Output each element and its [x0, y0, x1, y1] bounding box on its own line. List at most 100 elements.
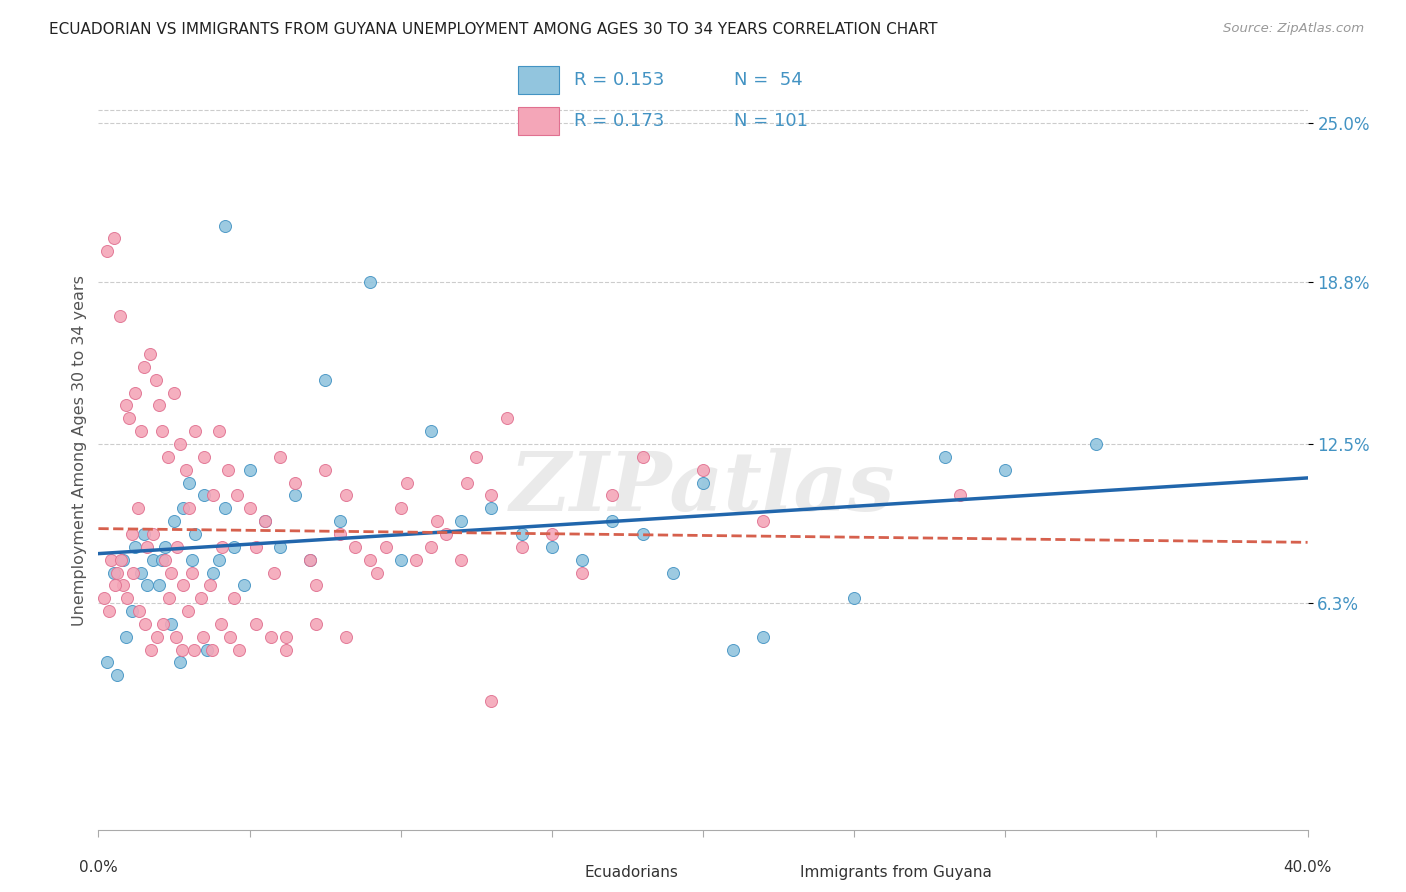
Point: [602, 514, 624, 528]
Point: [121, 527, 143, 541]
Point: [128, 604, 150, 618]
Point: [426, 514, 449, 528]
Text: Immigrants from Guyana: Immigrants from Guyana: [800, 865, 991, 880]
Point: [263, 566, 285, 580]
Point: [184, 527, 207, 541]
Text: 40.0%: 40.0%: [1284, 861, 1331, 875]
Point: [201, 642, 224, 657]
Point: [156, 450, 179, 464]
Point: [389, 552, 412, 566]
Point: [456, 475, 478, 490]
Point: [104, 578, 127, 592]
Point: [127, 501, 149, 516]
Point: [142, 552, 165, 566]
Point: [103, 566, 125, 580]
Point: [129, 424, 152, 438]
Point: [200, 578, 222, 592]
Text: 0.0%: 0.0%: [79, 861, 118, 875]
Point: [217, 463, 239, 477]
Point: [165, 630, 187, 644]
Point: [224, 540, 246, 554]
Point: [139, 347, 162, 361]
Point: [692, 463, 714, 477]
Y-axis label: Unemployment Among Ages 30 to 34 years: Unemployment Among Ages 30 to 34 years: [72, 275, 87, 626]
FancyBboxPatch shape: [517, 66, 560, 94]
Point: [335, 630, 357, 644]
Point: [208, 424, 231, 438]
Point: [124, 385, 146, 400]
Point: [260, 630, 283, 644]
Point: [994, 463, 1017, 477]
Point: [135, 578, 157, 592]
Point: [420, 424, 443, 438]
Point: [134, 616, 156, 631]
Point: [183, 642, 205, 657]
Point: [98, 604, 121, 618]
Point: [540, 540, 562, 554]
Point: [844, 591, 866, 606]
Point: [214, 219, 236, 233]
Point: [305, 578, 328, 592]
Point: [163, 385, 186, 400]
Point: [181, 552, 204, 566]
Point: [253, 514, 276, 528]
Point: [481, 694, 503, 708]
Point: [360, 552, 382, 566]
Point: [190, 591, 212, 606]
Point: [305, 616, 328, 631]
Point: [114, 630, 136, 644]
Point: [510, 540, 533, 554]
Point: [111, 578, 134, 592]
Point: [110, 552, 132, 566]
Point: [96, 244, 118, 259]
Point: [211, 540, 233, 554]
Point: [96, 656, 118, 670]
Point: [481, 488, 503, 502]
Point: [181, 566, 204, 580]
Point: [571, 552, 593, 566]
Point: [121, 604, 143, 618]
Point: [752, 630, 775, 644]
Point: [105, 566, 128, 580]
Point: [269, 540, 291, 554]
Point: [481, 501, 503, 516]
Point: [169, 437, 191, 451]
Point: [153, 540, 176, 554]
Point: [142, 527, 165, 541]
Point: [170, 642, 193, 657]
Point: [723, 642, 745, 657]
Point: [114, 399, 136, 413]
Point: [132, 359, 155, 374]
Point: [228, 642, 250, 657]
Point: [1085, 437, 1108, 451]
Point: [299, 552, 322, 566]
Point: [115, 591, 138, 606]
Point: [374, 540, 396, 554]
Point: [160, 566, 183, 580]
Point: [274, 642, 297, 657]
Point: [465, 450, 488, 464]
Point: [191, 630, 214, 644]
Point: [209, 616, 232, 631]
Point: [179, 475, 201, 490]
Point: [495, 411, 517, 425]
Point: [253, 514, 276, 528]
Text: ECUADORIAN VS IMMIGRANTS FROM GUYANA UNEMPLOYMENT AMONG AGES 30 TO 34 YEARS CORR: ECUADORIAN VS IMMIGRANTS FROM GUYANA UNE…: [49, 22, 938, 37]
Point: [172, 578, 194, 592]
Point: [450, 552, 472, 566]
Point: [160, 616, 183, 631]
Point: [602, 488, 624, 502]
Point: [148, 578, 170, 592]
Point: [450, 514, 472, 528]
Point: [571, 566, 593, 580]
Point: [934, 450, 956, 464]
Point: [329, 527, 352, 541]
Text: R = 0.173: R = 0.173: [575, 112, 665, 130]
Point: [148, 399, 170, 413]
Point: [631, 527, 654, 541]
Point: [631, 450, 654, 464]
Point: [193, 488, 215, 502]
Point: [314, 373, 336, 387]
Point: [184, 424, 207, 438]
Point: [219, 630, 242, 644]
